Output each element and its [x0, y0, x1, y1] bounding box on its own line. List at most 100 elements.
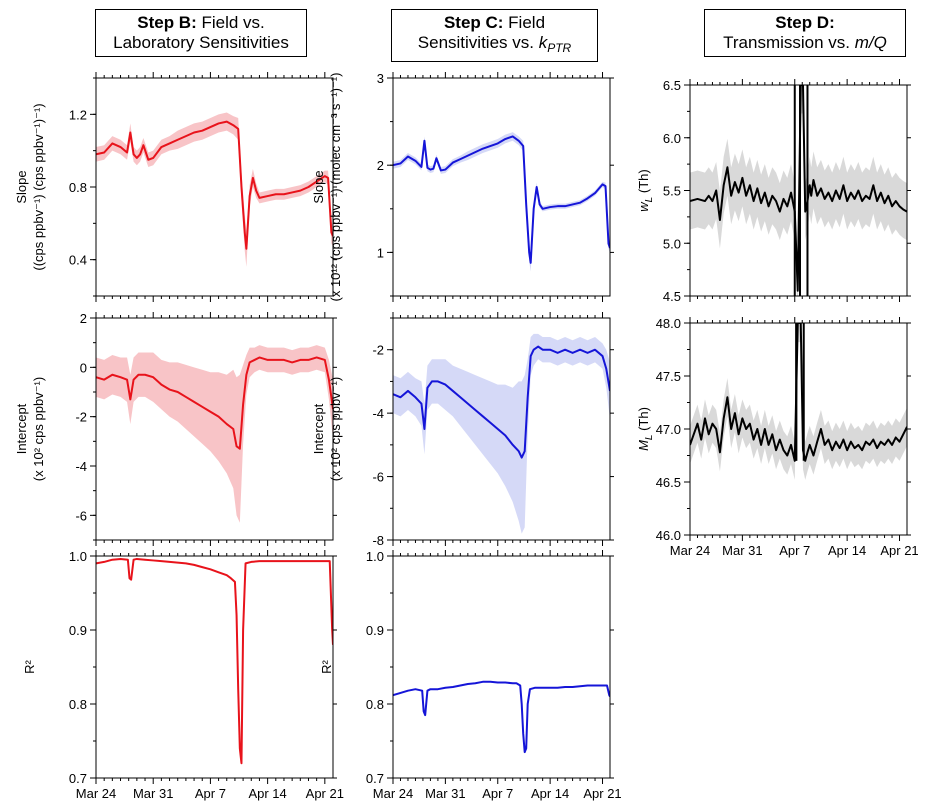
series-line — [96, 120, 333, 250]
plot-area — [96, 557, 333, 765]
y-tick-label: 4.5 — [663, 289, 681, 304]
panel-C-slope: 1 2 3 Slope (x 10¹² (cps ppbv⁻¹) (molec cm⁻³… — [311, 71, 614, 302]
title-d-line2: Transmission vs. — [723, 33, 855, 52]
y-tick-label: 5.0 — [663, 236, 681, 251]
y-tick-label: 2 — [377, 158, 384, 173]
y-tick-label: -4 — [372, 406, 384, 421]
plot-area — [690, 85, 907, 296]
y-tick-label: 47.0 — [656, 422, 681, 437]
y-tick-label: -2 — [75, 410, 87, 425]
y-tick-label: 5.5 — [663, 184, 681, 199]
uncertainty-band — [690, 323, 907, 480]
y-tick-label: 0.7 — [366, 771, 384, 786]
series-line — [393, 680, 610, 754]
y-tick-label: 0.4 — [69, 253, 87, 268]
panel-D-ML: 46.0 46.5 47.0 47.5 48.0 Mar 24 Mar 31 Apr 7 Apr… — [636, 316, 919, 558]
title-b-rest: Field vs. — [196, 13, 265, 32]
plot-area — [393, 680, 610, 754]
y-tick-label: 3 — [377, 71, 384, 86]
uncertainty-band — [393, 333, 610, 534]
series-line — [96, 356, 333, 450]
x-tick-label: Apr 14 — [531, 786, 569, 801]
title-b-bold: Step B: — [137, 13, 197, 32]
title-c-bold: Step C: — [443, 13, 504, 32]
plot-area — [690, 323, 907, 480]
y-tick-label: 1 — [377, 245, 384, 260]
y-axis-label: Intercept (x 10² cps ppbv⁻¹) — [311, 377, 343, 481]
y-axis-label: Slope ((cps ppbv⁻¹) (cps ppbv⁻¹)⁻¹) — [14, 103, 46, 270]
series-line — [690, 85, 907, 292]
x-tick-label: Mar 31 — [425, 786, 465, 801]
title-b-line2: Laboratory Sensitivities — [113, 33, 289, 52]
y-tick-label: 48.0 — [656, 316, 681, 331]
plot-area — [393, 333, 610, 534]
x-tick-label: Apr 7 — [195, 786, 226, 801]
y-axis-label: R² — [319, 659, 334, 673]
plot-area — [96, 345, 333, 523]
y-axis-label: Intercept (x 10² cps ppbv⁻¹) — [14, 377, 46, 481]
y-axis-label: Slope (x 10¹² (cps ppbv⁻¹) (molec cm⁻³ s⁻… — [311, 73, 343, 302]
title-step-b: Step B: Field vs. Laboratory Sensitiviti… — [95, 9, 307, 57]
y-tick-label: 6.0 — [663, 131, 681, 146]
y-tick-label: -4 — [75, 459, 87, 474]
y-tick-label: 1.2 — [69, 107, 87, 122]
y-tick-label: 2 — [80, 311, 87, 326]
panel-D-wL: 4.5 5.0 5.5 6.0 6.5 wL (Th) — [636, 78, 911, 304]
x-tick-label: Apr 7 — [779, 543, 810, 558]
title-step-d: Step D: Transmission vs. m/Q — [704, 9, 906, 57]
y-tick-label: 46.0 — [656, 528, 681, 543]
axes-frame — [95, 555, 334, 779]
title-step-c: Step C: Field Sensitivities vs. kPTR — [391, 9, 598, 63]
y-tick-label: 47.5 — [656, 369, 681, 384]
title-c-ksub: PTR — [547, 41, 572, 56]
panel-B-intercept: -6 -4 -2 0 2 Intercept (x 10² cps ppbv⁻¹) — [14, 311, 337, 546]
y-tick-label: 0.8 — [366, 697, 384, 712]
x-tick-label: Apr 14 — [248, 786, 286, 801]
axes-frame — [392, 555, 611, 779]
panel-B-r2: 0.7 0.8 0.9 1.0 Mar 24 Mar 31 Apr 7 Apr 14 Apr 2… — [22, 549, 344, 801]
x-tick-label: Mar 31 — [133, 786, 173, 801]
y-tick-label: -6 — [75, 508, 87, 523]
x-tick-label: Mar 31 — [722, 543, 762, 558]
panel-C-intercept: -8 -6 -4 -2 Intercept (x 10² cps ppbv⁻¹) — [311, 312, 614, 548]
x-tick-label: Apr 7 — [482, 786, 513, 801]
y-tick-label: 0.9 — [69, 623, 87, 638]
y-tick-label: 46.5 — [656, 475, 681, 490]
y-tick-label: 0.8 — [69, 697, 87, 712]
plot-area — [393, 132, 610, 272]
y-tick-label: 0.8 — [69, 180, 87, 195]
y-tick-label: -2 — [372, 343, 384, 358]
y-tick-label: -6 — [372, 470, 384, 485]
plot-area — [96, 112, 333, 267]
series-line — [393, 345, 610, 459]
y-tick-label: 0.9 — [366, 623, 384, 638]
x-tick-label: Apr 14 — [828, 543, 866, 558]
x-tick-label: Apr 21 — [880, 543, 918, 558]
title-d-mq: m/Q — [854, 33, 887, 52]
uncertainty-band — [96, 345, 333, 523]
y-tick-label: 1.0 — [69, 549, 87, 564]
y-tick-label: 1.0 — [366, 549, 384, 564]
title-d-bold: Step D: — [775, 13, 835, 32]
axes-frame — [392, 77, 611, 297]
x-tick-label: Apr 21 — [306, 786, 344, 801]
x-tick-label: Mar 24 — [76, 786, 116, 801]
title-c-k: k — [538, 33, 548, 52]
uncertainty-band — [96, 112, 333, 267]
title-c-line2: Sensitivities vs. — [417, 33, 539, 52]
panel-C-r2: 0.7 0.8 0.9 1.0 Mar 24 Mar 31 Apr 7 Apr 14 Apr 2… — [319, 549, 622, 801]
series-line — [393, 135, 610, 264]
axes-frame — [392, 317, 611, 541]
y-tick-label: 0 — [80, 360, 87, 375]
axes-frame — [95, 317, 334, 541]
y-axis-label: ML (Th) — [636, 407, 655, 451]
title-c-rest: Field — [503, 13, 546, 32]
x-tick-label: Mar 24 — [373, 786, 413, 801]
x-tick-label: Apr 21 — [583, 786, 621, 801]
y-tick-label: 0.7 — [69, 771, 87, 786]
y-tick-label: -8 — [372, 533, 384, 548]
series-line — [96, 557, 333, 765]
x-tick-label: Mar 24 — [670, 543, 710, 558]
y-axis-label: wL (Th) — [636, 169, 655, 211]
